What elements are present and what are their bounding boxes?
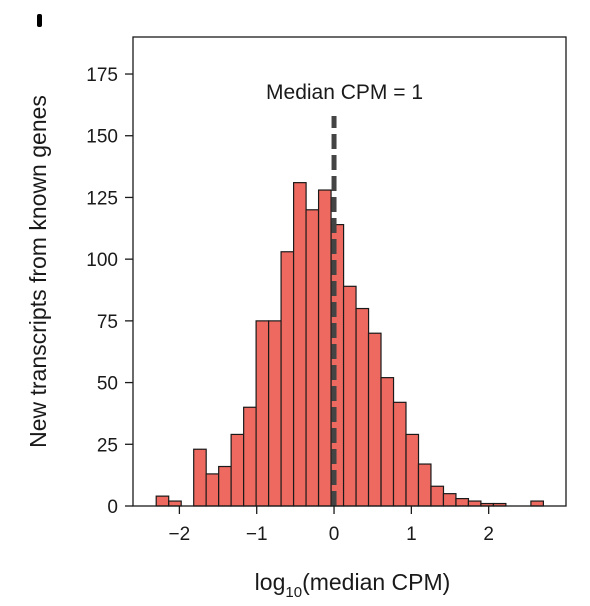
y-tick-label: 75 <box>97 312 118 333</box>
histogram-bar <box>168 500 182 507</box>
histogram-bar <box>230 433 245 507</box>
y-tick-label: 25 <box>97 435 118 456</box>
y-tick-label: 100 <box>86 250 118 271</box>
y-axis-label: New transcripts from known genes <box>25 95 51 448</box>
x-tick-label: 2 <box>483 524 494 545</box>
histogram-bar <box>530 500 544 507</box>
x-axis-ticks: −2 −1 0 1 2 <box>169 506 494 545</box>
histogram-bar <box>317 189 332 507</box>
y-tick-label: 50 <box>97 374 118 395</box>
histogram-bar <box>367 332 382 507</box>
y-tick-label: 150 <box>86 127 118 148</box>
histogram-bar <box>218 465 232 507</box>
x-axis-label-subscript: 10 <box>285 584 302 601</box>
histogram-bar <box>430 485 445 507</box>
histogram-bar <box>155 495 170 507</box>
histogram-bar <box>355 307 370 507</box>
histogram-bar <box>442 493 457 507</box>
x-tick-label: −2 <box>169 524 191 545</box>
panel-letter-mark <box>37 14 42 27</box>
histogram-bar <box>467 500 482 507</box>
x-tick-label: 1 <box>406 524 417 545</box>
histogram-bar <box>417 463 432 507</box>
bars-group <box>155 182 544 507</box>
y-axis-ticks: 0 25 50 75 100 125 150 175 <box>86 65 133 518</box>
histogram-bar <box>243 406 257 507</box>
y-tick-label: 175 <box>86 65 118 86</box>
x-tick-label: 0 <box>329 524 340 545</box>
histogram-bar <box>342 285 357 507</box>
x-axis-label-rest: (median CPM) <box>302 569 450 595</box>
x-tick-label: −1 <box>246 524 268 545</box>
histogram-bar <box>255 320 270 507</box>
histogram-bar <box>205 473 220 507</box>
median-annotation: Median CPM = 1 <box>266 81 423 104</box>
histogram-bar <box>405 433 420 507</box>
histogram-bar <box>305 209 320 507</box>
x-axis-label: log10(median CPM) <box>255 569 451 601</box>
histogram-bar <box>293 182 307 507</box>
histogram-bar <box>380 377 395 507</box>
histogram-bar <box>268 320 282 507</box>
plot-frame <box>132 36 567 507</box>
y-tick-label: 0 <box>107 497 118 518</box>
histogram-bar <box>455 497 470 507</box>
histogram-bar <box>280 251 295 507</box>
histogram-bar <box>193 448 207 507</box>
histogram-bar <box>392 401 407 507</box>
y-tick-label: 125 <box>86 188 118 209</box>
x-axis-label-base: log <box>255 569 286 595</box>
